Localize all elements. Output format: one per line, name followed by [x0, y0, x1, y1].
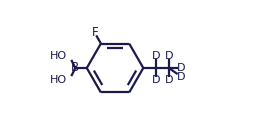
Text: D: D — [165, 51, 173, 61]
Text: F: F — [92, 26, 99, 39]
Text: D: D — [177, 72, 186, 82]
Text: HO: HO — [50, 51, 67, 61]
Text: HO: HO — [50, 75, 67, 85]
Text: B: B — [71, 61, 79, 75]
Text: D: D — [177, 63, 186, 73]
Text: D: D — [152, 75, 160, 85]
Text: D: D — [165, 75, 173, 85]
Text: D: D — [152, 51, 160, 61]
